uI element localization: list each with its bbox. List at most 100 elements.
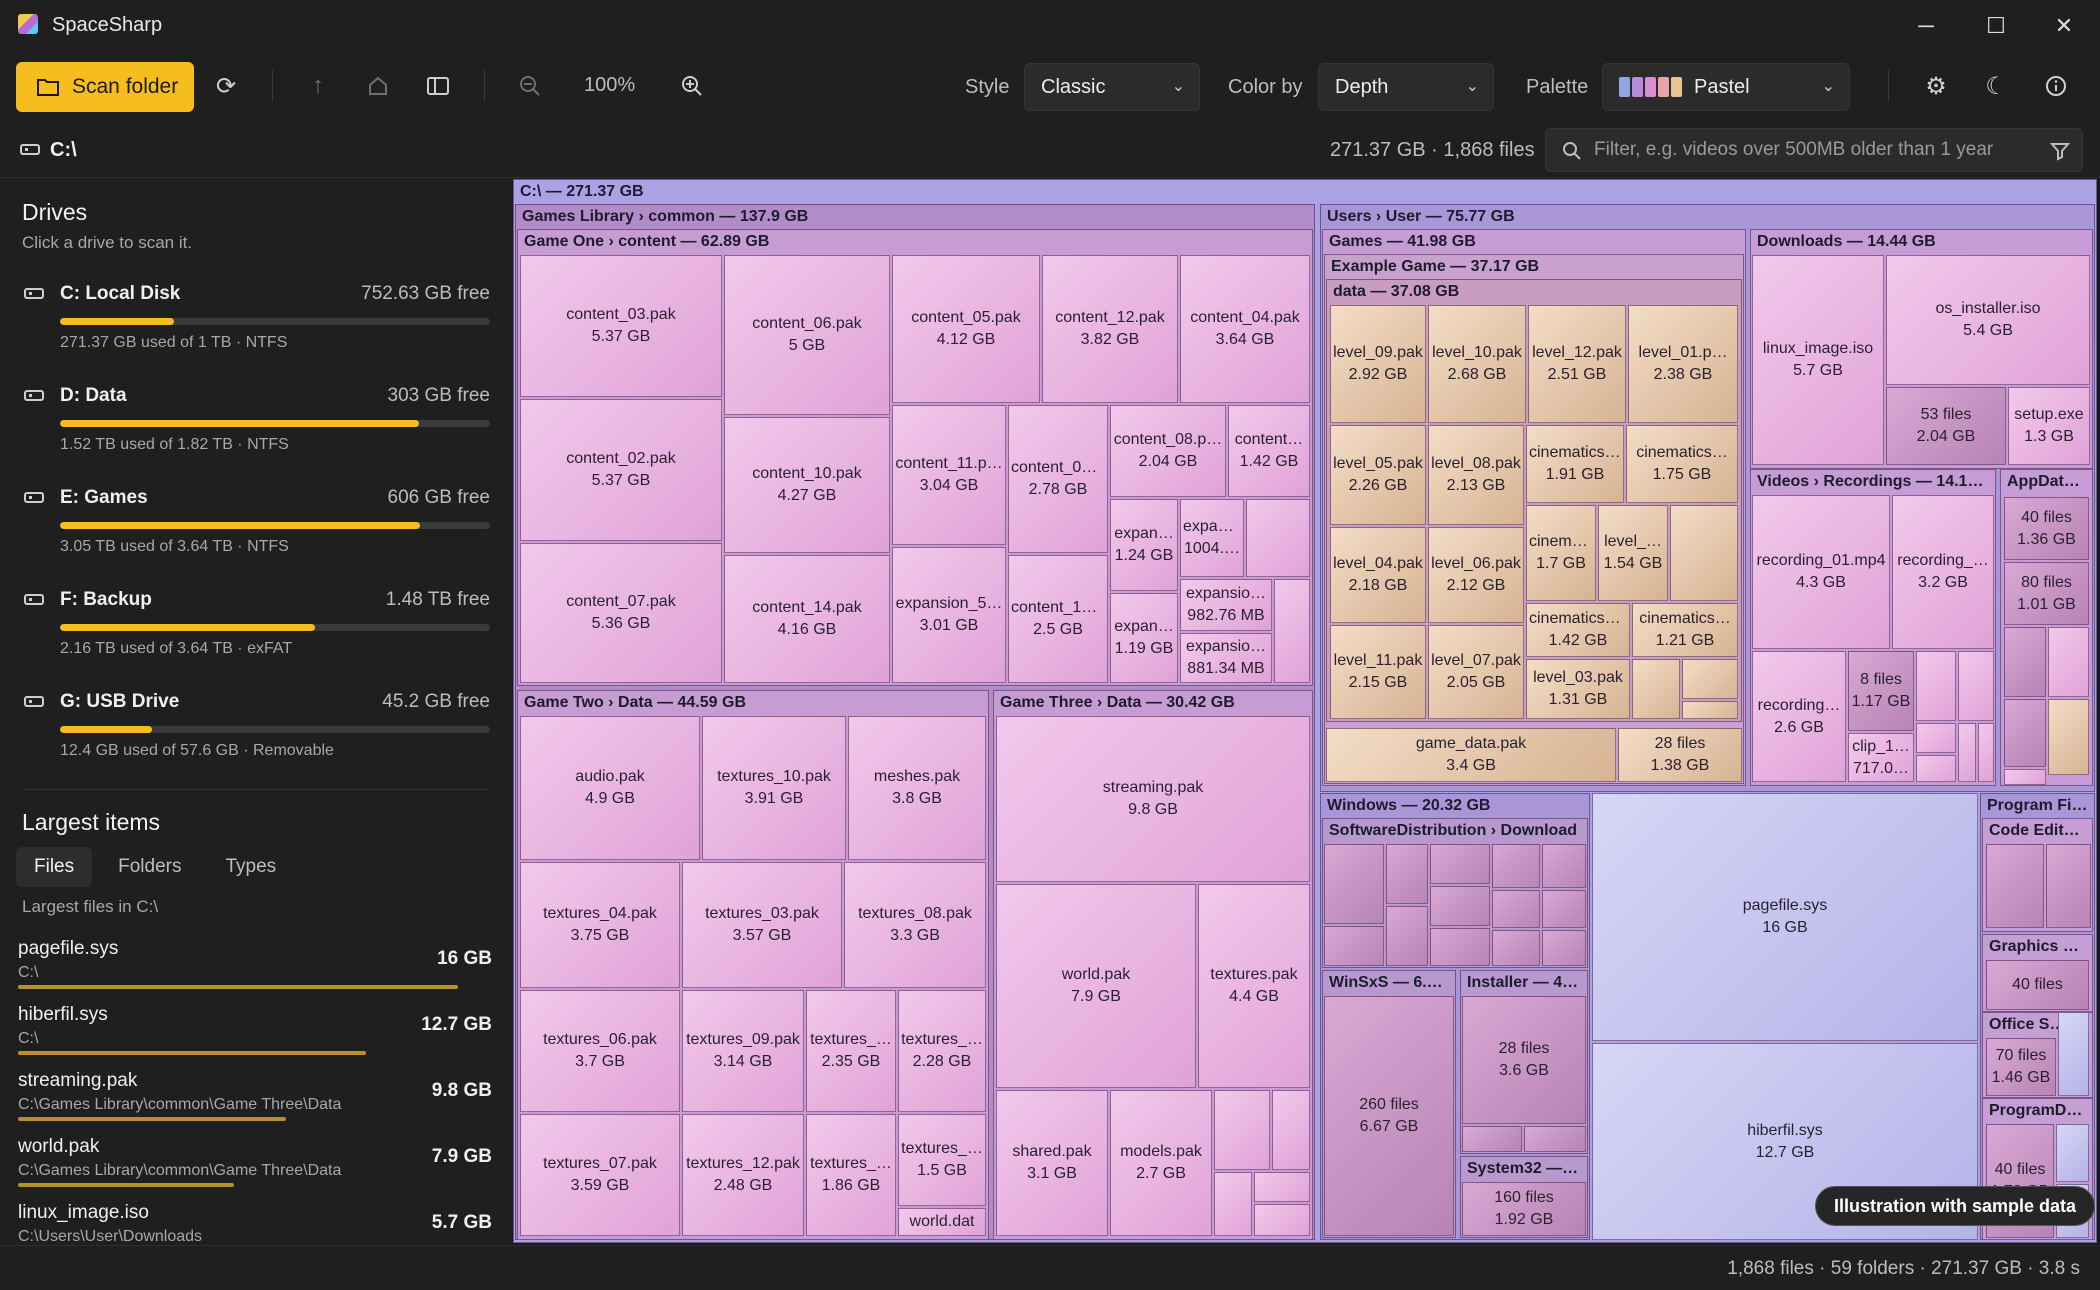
- treemap-file[interactable]: [1986, 844, 2044, 928]
- treemap-file[interactable]: level_09.pak 2.92 GB: [1330, 305, 1426, 423]
- treemap-file[interactable]: streaming.pak 9.8 GB: [996, 716, 1310, 882]
- treemap-file[interactable]: level_04.pak 2.18 GB: [1330, 527, 1426, 623]
- treemap-file[interactable]: level_07.pak 2.05 GB: [1428, 625, 1524, 719]
- treemap-file[interactable]: 40 files: [1986, 960, 2089, 1010]
- treemap-file[interactable]: [1214, 1090, 1270, 1170]
- treemap-file[interactable]: pagefile.sys 16 GB: [1592, 793, 1978, 1041]
- treemap-file[interactable]: 8 files 1.17 GB: [1848, 651, 1914, 731]
- treemap-file[interactable]: [1542, 844, 1586, 888]
- treemap-file[interactable]: level_… 1.54 GB: [1598, 505, 1668, 601]
- treemap-file[interactable]: expan… 1.24 GB: [1110, 499, 1178, 591]
- treemap-file[interactable]: expansion_5… 3.01 GB: [892, 547, 1006, 683]
- treemap-file[interactable]: [1430, 844, 1490, 884]
- treemap-file[interactable]: cinematics_… 1.91 GB: [1526, 425, 1624, 503]
- treemap-file[interactable]: [1682, 701, 1738, 719]
- treemap-file[interactable]: [1524, 1126, 1586, 1152]
- treemap-file[interactable]: [1492, 844, 1540, 888]
- treemap-file[interactable]: [1274, 579, 1310, 683]
- treemap-file[interactable]: content_09… 2.78 GB: [1008, 405, 1108, 553]
- treemap-file[interactable]: cinematics_… 1.42 GB: [1526, 603, 1630, 657]
- treemap-file[interactable]: os_installer.iso 5.4 GB: [1886, 255, 2090, 385]
- treemap-file[interactable]: [1632, 659, 1680, 719]
- toggle-sidebar-button[interactable]: [418, 66, 458, 106]
- treemap-file[interactable]: content_02.pak 5.37 GB: [520, 399, 722, 541]
- treemap-file[interactable]: 28 files 3.6 GB: [1462, 996, 1586, 1124]
- filter-input[interactable]: [1594, 129, 2034, 171]
- treemap-file[interactable]: [1682, 659, 1738, 699]
- scan-folder-button[interactable]: Scan folder: [16, 62, 194, 112]
- treemap-file[interactable]: [1254, 1172, 1310, 1202]
- largest-file-item[interactable]: pagefile.sys C:\ 16 GB: [18, 938, 492, 1000]
- treemap-file[interactable]: [1430, 928, 1490, 966]
- treemap-file[interactable]: 53 files 2.04 GB: [1886, 387, 2006, 465]
- treemap-file[interactable]: world.pak 7.9 GB: [996, 884, 1196, 1088]
- treemap-file[interactable]: [1324, 926, 1384, 966]
- treemap-file[interactable]: setup.exe 1.3 GB: [2008, 387, 2090, 465]
- drive-item[interactable]: G: USB Drive 45.2 GB free 12.4 GB used of …: [22, 689, 490, 781]
- treemap-file[interactable]: linux_image.iso 5.7 GB: [1752, 255, 1884, 465]
- largest-file-item[interactable]: world.pak C:\Games Library\common\Game Th…: [18, 1136, 492, 1198]
- treemap-file[interactable]: content_06.pak 5 GB: [724, 255, 890, 415]
- refresh-button[interactable]: ⟳: [206, 66, 246, 106]
- largest-file-item[interactable]: hiberfil.sys C:\ 12.7 GB: [18, 1004, 492, 1066]
- treemap-file[interactable]: recording_01.mp4 4.3 GB: [1752, 495, 1890, 649]
- color-by-select[interactable]: Depth ⌄: [1318, 63, 1494, 111]
- treemap-file[interactable]: textures_… 1.86 GB: [806, 1114, 896, 1236]
- treemap[interactable]: C:\ — 271.37 GB Games Library › common — …: [512, 179, 2100, 1245]
- treemap-file[interactable]: world.dat: [898, 1208, 986, 1236]
- drive-item[interactable]: E: Games 606 GB free 3.05 TB used of 3.64 …: [22, 485, 490, 577]
- drive-item[interactable]: C: Local Disk 752.63 GB free 271.37 GB use…: [22, 281, 490, 373]
- treemap-file[interactable]: textures_03.pak 3.57 GB: [682, 862, 842, 988]
- treemap-file[interactable]: [2004, 627, 2046, 697]
- treemap-file[interactable]: [1246, 499, 1310, 577]
- treemap-file[interactable]: recording… 2.6 GB: [1752, 651, 1846, 782]
- treemap-file[interactable]: content_14.pak 4.16 GB: [724, 555, 890, 683]
- treemap-file[interactable]: [1254, 1204, 1310, 1236]
- treemap-file[interactable]: textures_04.pak 3.75 GB: [520, 862, 680, 988]
- treemap-file[interactable]: [1386, 844, 1428, 904]
- treemap-file[interactable]: 160 files 1.92 GB: [1462, 1182, 1586, 1236]
- palette-select[interactable]: Pastel ⌄: [1602, 63, 1850, 111]
- treemap-file[interactable]: content_05.pak 4.12 GB: [892, 255, 1040, 403]
- treemap-file[interactable]: textures_09.pak 3.14 GB: [682, 990, 804, 1112]
- treemap-file[interactable]: [2056, 1124, 2089, 1182]
- treemap-file[interactable]: [1462, 1126, 1522, 1152]
- treemap-file[interactable]: cinema… 1.7 GB: [1526, 505, 1596, 601]
- treemap-file[interactable]: expan… 1.19 GB: [1110, 593, 1178, 683]
- theme-toggle-button[interactable]: ☾: [1976, 66, 2016, 106]
- treemap-file[interactable]: content_11.p… 3.04 GB: [892, 405, 1006, 545]
- treemap-file[interactable]: shared.pak 3.1 GB: [996, 1090, 1108, 1236]
- drive-item[interactable]: F: Backup 1.48 TB free 2.16 TB used of 3.6…: [22, 587, 490, 679]
- treemap-file[interactable]: [1978, 723, 1994, 782]
- treemap-file[interactable]: [1492, 930, 1540, 966]
- treemap-file[interactable]: 28 files 1.38 GB: [1618, 728, 1742, 782]
- treemap-file[interactable]: expan… 1004.…: [1180, 499, 1244, 577]
- zoom-out-button[interactable]: [510, 66, 550, 106]
- treemap-file[interactable]: [2046, 844, 2091, 928]
- treemap-file[interactable]: game_data.pak 3.4 GB: [1326, 728, 1616, 782]
- largest-file-item[interactable]: streaming.pak C:\Games Library\common\Gam…: [18, 1070, 492, 1132]
- drive-item[interactable]: D: Data 303 GB free 1.52 TB used of 1.82 T…: [22, 383, 490, 475]
- treemap-file[interactable]: [1324, 844, 1384, 924]
- treemap-file[interactable]: textures_08.pak 3.3 GB: [844, 862, 986, 988]
- tab-folders[interactable]: Folders: [118, 856, 182, 877]
- maximize-button[interactable]: ☐: [1986, 13, 2006, 38]
- treemap-file[interactable]: textures_10.pak 3.91 GB: [702, 716, 846, 860]
- treemap-file[interactable]: [1916, 723, 1956, 753]
- treemap-file[interactable]: textures_06.pak 3.7 GB: [520, 990, 680, 1112]
- treemap-file[interactable]: level_08.pak 2.13 GB: [1428, 425, 1524, 525]
- treemap-file[interactable]: 80 files 1.01 GB: [2004, 562, 2089, 625]
- home-button[interactable]: [358, 66, 398, 106]
- largest-file-item[interactable]: linux_image.iso C:\Users\User\Downloads 5.…: [18, 1202, 492, 1245]
- treemap-file[interactable]: [1916, 651, 1956, 721]
- treemap-file[interactable]: content_04.pak 3.64 GB: [1180, 255, 1310, 403]
- treemap-file[interactable]: level_01.p… 2.38 GB: [1628, 305, 1738, 423]
- treemap-file[interactable]: [1430, 886, 1490, 926]
- treemap-file[interactable]: 260 files 6.67 GB: [1324, 996, 1454, 1236]
- treemap-file[interactable]: [1670, 505, 1738, 601]
- treemap-file[interactable]: [1214, 1172, 1252, 1236]
- treemap-file[interactable]: [1542, 890, 1586, 928]
- filter-icon[interactable]: [2050, 141, 2070, 161]
- treemap-file[interactable]: textures.pak 4.4 GB: [1198, 884, 1310, 1088]
- treemap-file[interactable]: content_13… 2.5 GB: [1008, 555, 1108, 683]
